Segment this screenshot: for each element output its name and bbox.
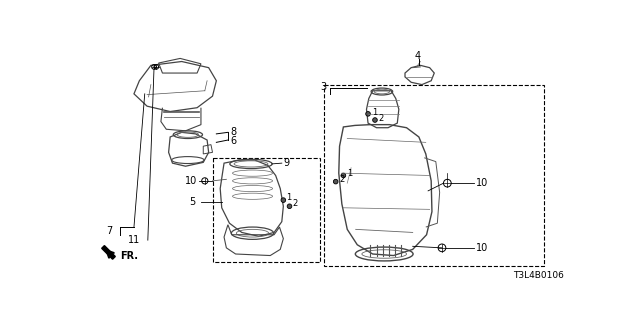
Text: T3L4B0106: T3L4B0106 bbox=[513, 271, 564, 280]
Text: 2: 2 bbox=[292, 199, 298, 208]
Circle shape bbox=[281, 198, 285, 203]
Circle shape bbox=[341, 173, 346, 178]
Circle shape bbox=[372, 118, 378, 122]
Text: 8: 8 bbox=[230, 127, 236, 137]
Text: 9: 9 bbox=[284, 158, 289, 168]
Circle shape bbox=[287, 204, 292, 209]
Polygon shape bbox=[102, 245, 115, 259]
Text: 10: 10 bbox=[476, 243, 488, 253]
Text: 2: 2 bbox=[340, 175, 345, 184]
Text: FR.: FR. bbox=[120, 251, 138, 260]
Text: 5: 5 bbox=[189, 197, 196, 207]
Text: 2: 2 bbox=[379, 114, 384, 123]
Text: 10: 10 bbox=[476, 178, 488, 188]
Text: 11: 11 bbox=[128, 235, 140, 245]
Text: 1: 1 bbox=[372, 108, 377, 117]
Text: 7: 7 bbox=[106, 226, 113, 236]
Bar bbox=[212, 158, 320, 262]
Text: 1: 1 bbox=[348, 169, 353, 178]
Text: 6: 6 bbox=[230, 136, 236, 146]
Text: 1: 1 bbox=[287, 193, 292, 202]
Circle shape bbox=[333, 179, 338, 184]
Text: 10: 10 bbox=[185, 176, 197, 186]
Text: 4: 4 bbox=[414, 51, 420, 61]
Text: 3: 3 bbox=[321, 82, 326, 92]
Circle shape bbox=[365, 112, 371, 116]
Bar bbox=[324, 84, 543, 266]
